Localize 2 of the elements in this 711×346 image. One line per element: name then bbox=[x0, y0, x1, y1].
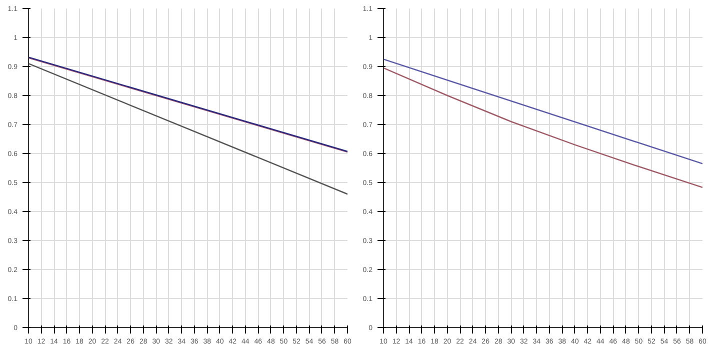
line-series bbox=[384, 58, 702, 164]
line-series bbox=[384, 67, 702, 188]
